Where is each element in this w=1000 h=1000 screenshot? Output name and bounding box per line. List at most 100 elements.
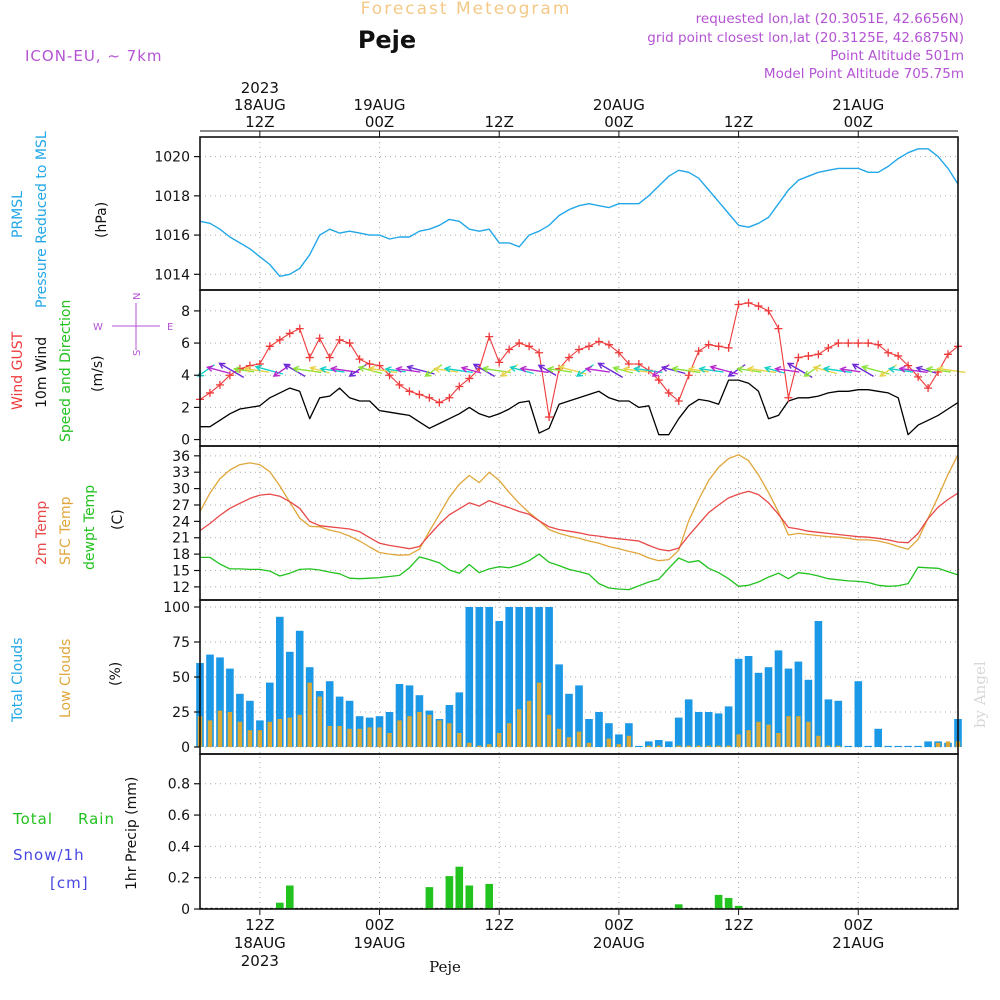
total-cloud-bar [226,668,234,747]
wind-direction-arrow [537,364,557,377]
wind-direction-arrow [546,365,572,373]
low-cloud-bar [317,696,322,747]
wind-direction-arrow [243,365,269,373]
wind-gust-marker [704,340,713,349]
dewpoint-series [200,553,959,591]
low-cloud-bar [526,700,532,747]
precip-bar [276,902,284,909]
time-label-top: 00Z [365,113,394,131]
low-cloud-bar [497,733,502,747]
precip-bar [286,885,294,909]
wind-gust-marker [405,387,414,396]
low-cloud-bar [297,714,302,747]
total-cloud-bar [834,700,843,747]
wind-direction-arrow [367,365,398,374]
wind-gust-marker [584,342,593,351]
cloud-label-low: Low Clouds [58,639,74,718]
precip-bar [445,876,454,909]
wind-direction-arrow [232,366,255,374]
wind-gust-marker [225,371,234,380]
low-cloud-bar [217,710,223,747]
wind-gust-marker [694,347,703,356]
pressure-panel-frame [199,136,959,291]
time-label-bottom: 21AUG [832,934,884,952]
total-cloud-bar [655,740,663,747]
low-cloud-bar [327,726,332,747]
wind-direction-arrow [633,365,663,374]
low-cloud-bar [417,712,422,747]
wind-direction-arrow [736,365,762,373]
total-cloud-bar [684,699,693,747]
pressure-ytick-label: 1016 [154,228,190,244]
pressure-label-msl: Pressure Reduced to MSL [34,131,50,308]
clouds-ytick-label: 100 [163,600,190,616]
low-cloud-bar [467,742,472,747]
wind-speed-series [200,379,959,436]
low-cloud-bar [566,737,572,747]
temp-ytick-label: 12 [172,580,190,596]
cloud-label-total: Total Clouds [10,638,26,723]
wind-direction-arrow [329,365,360,374]
station-name: Peje [358,26,416,54]
total-cloud-bar [335,696,344,747]
wind-gust-marker [515,339,524,348]
wind-direction-arrow [509,365,534,375]
low-cloud-bar [806,721,811,747]
total-cloud-bar [615,734,623,747]
clouds-ytick-label: 50 [172,670,190,686]
time-label-top: 12Z [485,113,514,131]
time-label-bottom: 20AUG [593,934,645,952]
low-cloud-bar [227,712,233,747]
wind-gust-marker [365,359,374,368]
total-cloud-bar [555,664,563,747]
low-cloud-bar [487,744,492,747]
total-cloud-bar [295,630,304,747]
wind-label-10m: 10m Wind [34,337,50,408]
wind-gust-marker [684,371,693,380]
total-cloud-bar [864,745,872,747]
wind-gust-marker [295,324,304,333]
wind-gust-marker [834,339,843,348]
time-label-bottom: 19AUG [354,934,406,952]
t2m-temp-series [199,490,959,552]
wind-direction-arrow [622,365,648,373]
time-label-bottom: 18AUG [234,934,286,952]
precip-bar [674,904,683,909]
total-cloud-bar [455,692,464,747]
total-cloud-bar [784,668,793,747]
temp-unit: (C) [110,509,126,530]
precip-bar [465,885,474,909]
wind-gust-marker [904,361,913,370]
time-label-top: 18AUG [234,96,286,114]
low-cloud-bar [247,730,253,747]
low-cloud-bar [387,733,392,747]
low-cloud-bar [367,727,372,747]
low-cloud-bar [447,723,452,747]
low-cloud-bar [786,716,791,747]
total-cloud-bar [525,607,533,747]
wind-gust-marker [215,380,224,389]
pressure-ytick-label: 1014 [154,267,190,283]
pressure-unit: (hPa) [94,202,110,238]
total-cloud-bar [814,621,823,747]
precip-ytick-label: 0.4 [168,839,190,855]
low-cloud-bar [935,742,941,747]
low-cloud-bar [696,745,701,747]
low-cloud-bar [586,742,592,747]
low-cloud-bar [267,721,272,747]
low-cloud-bar [776,733,781,747]
total-cloud-bar [764,667,773,747]
wind-gust-marker [465,374,474,383]
wind-ytick-label: 2 [181,400,190,416]
total-cloud-bar [216,657,224,747]
low-cloud-bar [347,728,352,747]
wind-direction-arrow [384,366,406,374]
model-label: ICON-EU, ~ 7km [25,47,163,65]
wind-gust-marker [804,351,813,360]
precip-label-snow: Snow/1h [13,846,85,864]
wind-gust-marker [325,353,334,362]
low-cloud-bar [756,721,761,747]
wind-direction-arrow [936,365,966,374]
temp-ytick-label: 36 [172,449,190,465]
